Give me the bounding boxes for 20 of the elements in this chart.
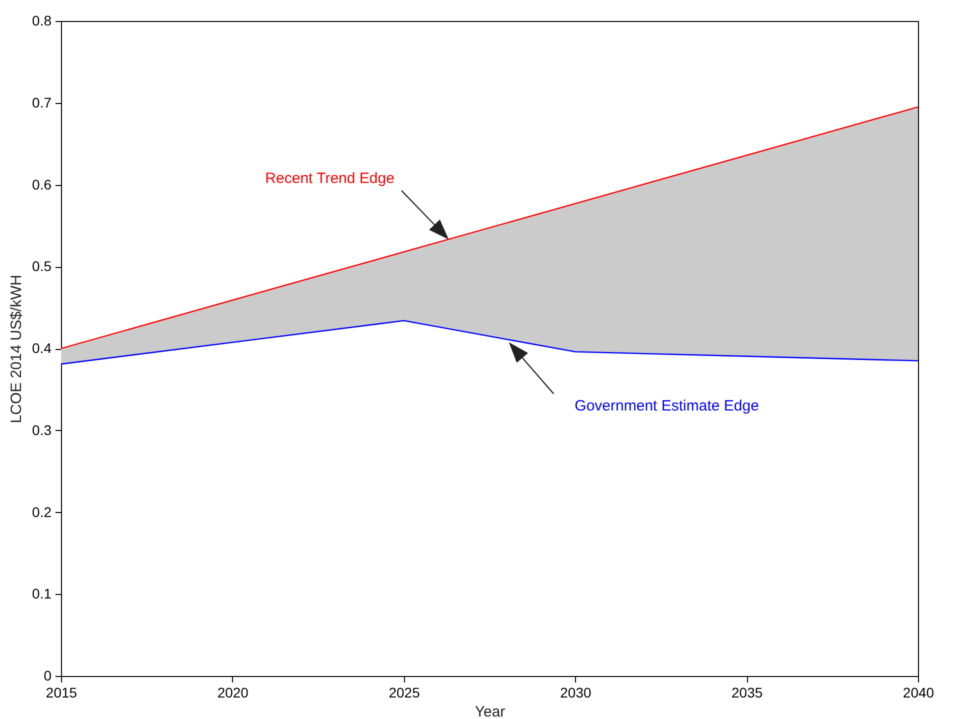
annotation: Recent Trend Edge [265, 170, 394, 187]
x-tick-label: 2040 [902, 684, 934, 700]
y-tick-label: 0.1 [32, 586, 52, 602]
y-tick-label: 0.2 [32, 504, 52, 520]
y-tick-label: 0 [44, 668, 52, 684]
y-tick-label: 0.7 [32, 94, 52, 110]
y-tick-label: 0.5 [32, 258, 52, 274]
y-tick-label: 0.4 [32, 340, 52, 356]
x-tick-label: 2025 [388, 684, 420, 700]
line-series [61, 320, 918, 365]
x-tick-label: 2035 [732, 684, 763, 700]
y-tick-label: 0.8 [32, 12, 52, 28]
x-tick-label: 2015 [46, 684, 78, 700]
y-axis-title: LCOE 2014 US$/kWH [8, 274, 26, 424]
y-tick-label: 0.3 [32, 422, 52, 438]
x-tick-label: 2030 [560, 684, 592, 700]
x-tick-label: 2020 [217, 684, 249, 700]
annotation: Government Estimate Edge [574, 398, 759, 415]
y-tick-label: 0.6 [32, 176, 52, 192]
x-axis-title: Year [474, 704, 506, 719]
